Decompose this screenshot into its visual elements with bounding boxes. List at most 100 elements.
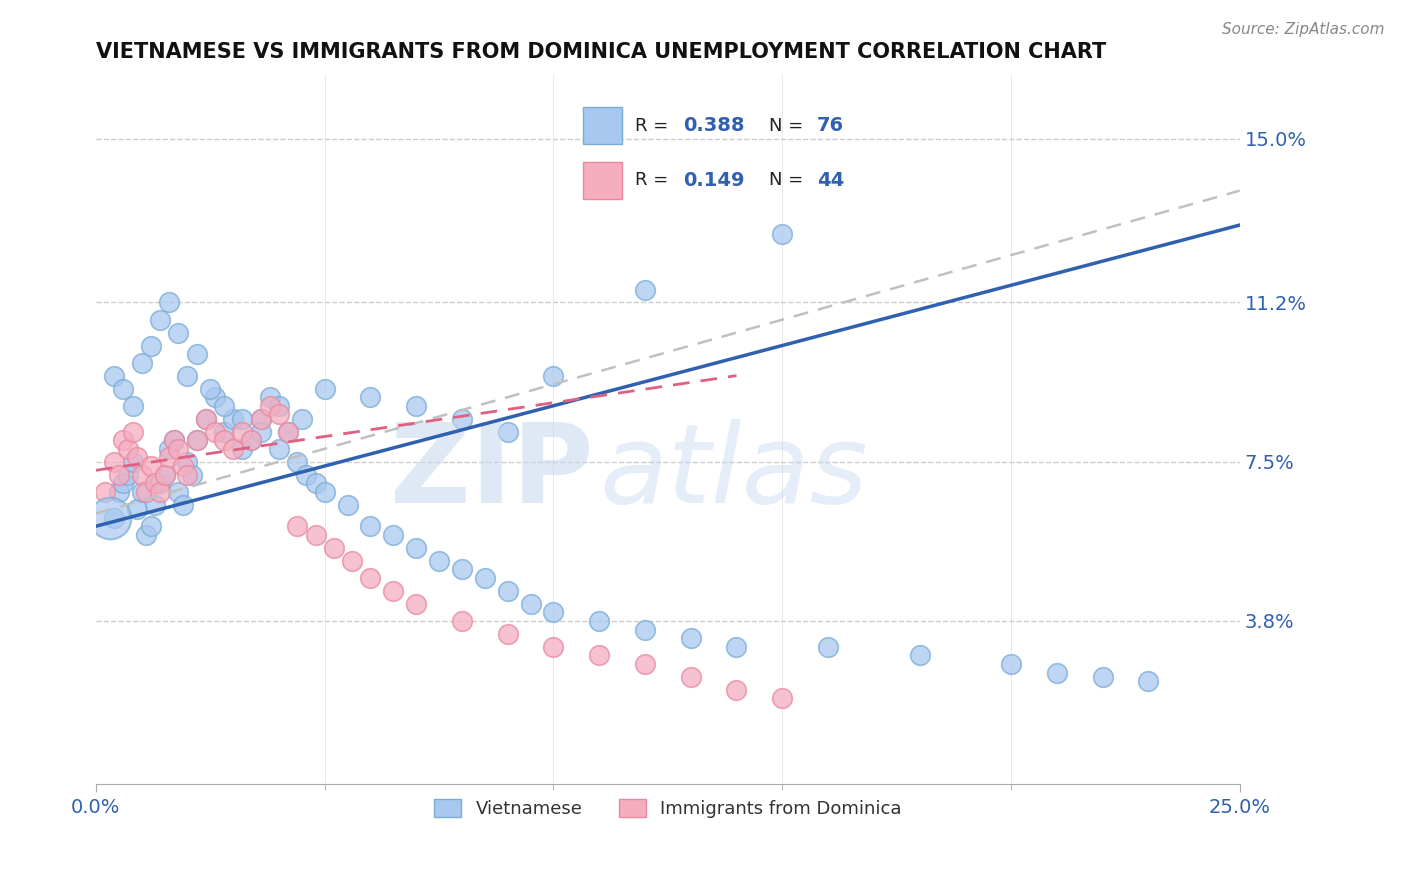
Point bbox=[451, 562, 474, 576]
Point bbox=[908, 648, 931, 663]
Text: VIETNAMESE VS IMMIGRANTS FROM DOMINICA UNEMPLOYMENT CORRELATION CHART: VIETNAMESE VS IMMIGRANTS FROM DOMINICA U… bbox=[96, 42, 1107, 62]
Point bbox=[295, 467, 318, 482]
Point bbox=[291, 411, 314, 425]
Legend: Vietnamese, Immigrants from Dominica: Vietnamese, Immigrants from Dominica bbox=[427, 791, 908, 825]
Point bbox=[204, 425, 226, 439]
Point bbox=[103, 368, 125, 383]
Point bbox=[153, 467, 176, 482]
Point bbox=[212, 425, 235, 439]
Point bbox=[194, 411, 217, 425]
Point bbox=[496, 583, 519, 598]
Point bbox=[112, 433, 135, 447]
Point bbox=[172, 498, 194, 512]
Point bbox=[314, 382, 336, 396]
Point bbox=[204, 390, 226, 404]
Point bbox=[285, 519, 308, 533]
Point bbox=[157, 450, 180, 465]
Point bbox=[135, 484, 157, 499]
Point bbox=[451, 411, 474, 425]
Point bbox=[200, 382, 222, 396]
Point bbox=[212, 399, 235, 413]
Point bbox=[107, 484, 129, 499]
Point bbox=[634, 623, 657, 637]
Point bbox=[543, 640, 565, 654]
Point bbox=[149, 484, 172, 499]
Point bbox=[1137, 674, 1160, 689]
Point bbox=[679, 631, 702, 645]
Point bbox=[117, 442, 139, 456]
Point bbox=[181, 467, 204, 482]
Point bbox=[103, 510, 125, 524]
Point bbox=[249, 411, 271, 425]
Point bbox=[212, 433, 235, 447]
Point bbox=[153, 467, 176, 482]
Point bbox=[121, 425, 143, 439]
Point bbox=[382, 528, 405, 542]
Point bbox=[588, 648, 610, 663]
Point bbox=[176, 455, 198, 469]
Point bbox=[1000, 657, 1022, 671]
Point bbox=[127, 502, 149, 516]
Point bbox=[149, 312, 172, 326]
Point bbox=[725, 640, 748, 654]
Point bbox=[285, 455, 308, 469]
Point bbox=[94, 484, 117, 499]
Point bbox=[121, 455, 143, 469]
Point bbox=[194, 411, 217, 425]
Point bbox=[340, 554, 363, 568]
Point bbox=[149, 476, 172, 491]
Text: Source: ZipAtlas.com: Source: ZipAtlas.com bbox=[1222, 22, 1385, 37]
Text: ZIP: ZIP bbox=[389, 418, 593, 525]
Point bbox=[222, 442, 245, 456]
Point bbox=[359, 390, 381, 404]
Point bbox=[304, 528, 326, 542]
Point bbox=[770, 691, 793, 706]
Point bbox=[112, 476, 135, 491]
Point bbox=[451, 614, 474, 628]
Point bbox=[112, 382, 135, 396]
Point bbox=[817, 640, 839, 654]
Point bbox=[474, 571, 496, 585]
Point bbox=[157, 442, 180, 456]
Point bbox=[336, 498, 359, 512]
Point bbox=[322, 541, 344, 555]
Point bbox=[117, 467, 139, 482]
Point bbox=[427, 554, 450, 568]
Point bbox=[163, 433, 186, 447]
Point bbox=[634, 283, 657, 297]
Point bbox=[167, 484, 190, 499]
Point bbox=[496, 425, 519, 439]
Point bbox=[145, 498, 167, 512]
Point bbox=[543, 368, 565, 383]
Point bbox=[127, 450, 149, 465]
Point bbox=[543, 605, 565, 619]
Point bbox=[259, 399, 281, 413]
Point bbox=[186, 433, 208, 447]
Point bbox=[240, 433, 263, 447]
Point bbox=[405, 541, 427, 555]
Point bbox=[359, 571, 381, 585]
Point bbox=[277, 425, 299, 439]
Point bbox=[259, 390, 281, 404]
Point bbox=[231, 411, 253, 425]
Point bbox=[135, 528, 157, 542]
Point bbox=[249, 425, 271, 439]
Point bbox=[131, 467, 153, 482]
Point bbox=[145, 476, 167, 491]
Point bbox=[588, 614, 610, 628]
Point bbox=[634, 657, 657, 671]
Point bbox=[382, 583, 405, 598]
Point bbox=[222, 411, 245, 425]
Point bbox=[131, 356, 153, 370]
Point bbox=[277, 425, 299, 439]
Point bbox=[186, 433, 208, 447]
Point bbox=[172, 458, 194, 473]
Point bbox=[163, 433, 186, 447]
Point bbox=[139, 519, 162, 533]
Point bbox=[176, 467, 198, 482]
Point bbox=[267, 408, 290, 422]
Point bbox=[231, 425, 253, 439]
Point bbox=[770, 227, 793, 241]
Text: atlas: atlas bbox=[599, 418, 868, 525]
Point bbox=[314, 484, 336, 499]
